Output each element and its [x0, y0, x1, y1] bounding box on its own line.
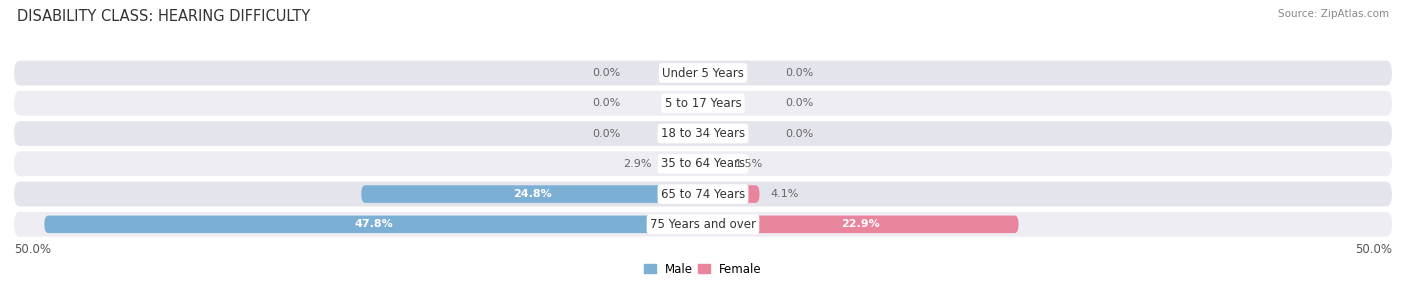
FancyBboxPatch shape: [361, 185, 703, 203]
Text: 0.0%: 0.0%: [786, 128, 814, 138]
FancyBboxPatch shape: [703, 155, 724, 173]
FancyBboxPatch shape: [14, 151, 1392, 176]
Text: 2.9%: 2.9%: [623, 159, 652, 169]
FancyBboxPatch shape: [703, 216, 1018, 233]
Text: 65 to 74 Years: 65 to 74 Years: [661, 188, 745, 201]
Bar: [702, 125, 703, 142]
Text: 0.0%: 0.0%: [786, 68, 814, 78]
Bar: [702, 64, 703, 82]
Bar: [703, 95, 704, 112]
Legend: Male, Female: Male, Female: [640, 258, 766, 280]
FancyBboxPatch shape: [14, 212, 1392, 237]
FancyBboxPatch shape: [14, 182, 1392, 206]
FancyBboxPatch shape: [14, 61, 1392, 85]
Text: 0.0%: 0.0%: [592, 68, 620, 78]
Text: 50.0%: 50.0%: [14, 243, 51, 256]
Text: 24.8%: 24.8%: [513, 189, 551, 199]
FancyBboxPatch shape: [14, 121, 1392, 146]
Text: 1.5%: 1.5%: [735, 159, 763, 169]
Text: 0.0%: 0.0%: [592, 98, 620, 108]
FancyBboxPatch shape: [45, 216, 703, 233]
Text: 5 to 17 Years: 5 to 17 Years: [665, 97, 741, 110]
Text: Under 5 Years: Under 5 Years: [662, 66, 744, 80]
Text: 22.9%: 22.9%: [841, 219, 880, 229]
Text: 75 Years and over: 75 Years and over: [650, 218, 756, 231]
Text: 0.0%: 0.0%: [786, 98, 814, 108]
FancyBboxPatch shape: [14, 91, 1392, 116]
FancyBboxPatch shape: [664, 155, 703, 173]
Text: 50.0%: 50.0%: [1355, 243, 1392, 256]
Text: 0.0%: 0.0%: [592, 128, 620, 138]
Bar: [702, 95, 703, 112]
Text: 4.1%: 4.1%: [770, 189, 799, 199]
Text: 35 to 64 Years: 35 to 64 Years: [661, 157, 745, 170]
Text: 47.8%: 47.8%: [354, 219, 394, 229]
Bar: [703, 64, 704, 82]
Text: 18 to 34 Years: 18 to 34 Years: [661, 127, 745, 140]
FancyBboxPatch shape: [703, 185, 759, 203]
Bar: [703, 125, 704, 142]
Text: DISABILITY CLASS: HEARING DIFFICULTY: DISABILITY CLASS: HEARING DIFFICULTY: [17, 9, 311, 24]
Text: Source: ZipAtlas.com: Source: ZipAtlas.com: [1278, 9, 1389, 19]
